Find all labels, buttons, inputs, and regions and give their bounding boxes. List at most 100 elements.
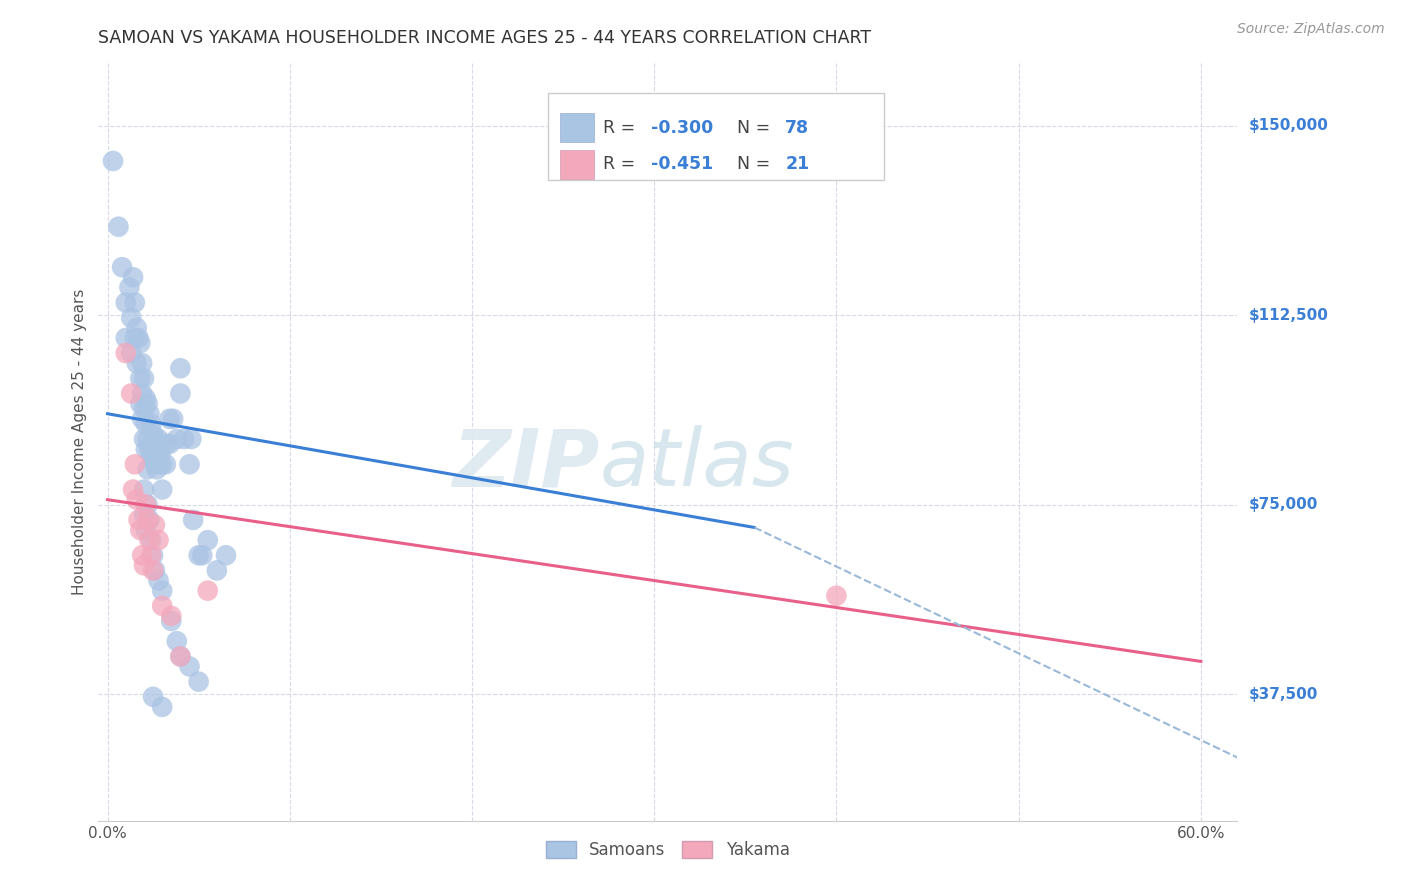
Text: -0.451: -0.451 <box>651 155 713 173</box>
Point <box>148 432 170 446</box>
Point <box>138 513 160 527</box>
Point <box>132 483 155 497</box>
Point <box>166 432 188 446</box>
Point <box>135 523 157 537</box>
Text: $75,000: $75,000 <box>1249 497 1317 512</box>
Point <box>148 457 170 471</box>
Point <box>173 432 195 446</box>
Point <box>187 548 209 563</box>
Point <box>132 432 155 446</box>
Point <box>114 346 136 360</box>
Point <box>160 614 183 628</box>
Point <box>131 548 153 563</box>
Point <box>124 457 146 471</box>
Text: 21: 21 <box>785 155 810 173</box>
Point <box>132 558 155 573</box>
Point <box>825 589 848 603</box>
Point <box>129 396 152 410</box>
Text: N =: N = <box>737 155 776 173</box>
Point <box>150 599 173 613</box>
Point <box>122 270 145 285</box>
Point <box>111 260 134 275</box>
Point <box>136 432 159 446</box>
Point <box>131 386 153 401</box>
Point <box>132 401 155 416</box>
Point <box>142 452 165 467</box>
Point <box>148 533 170 547</box>
Text: ZIP: ZIP <box>453 425 599 503</box>
Point <box>143 564 166 578</box>
Point <box>179 659 201 673</box>
Point <box>205 564 228 578</box>
Point <box>215 548 238 563</box>
Point <box>180 432 202 446</box>
Point <box>128 513 150 527</box>
Point <box>135 417 157 431</box>
Point <box>169 649 191 664</box>
Point <box>101 153 124 168</box>
Point <box>122 483 145 497</box>
Text: Source: ZipAtlas.com: Source: ZipAtlas.com <box>1237 22 1385 37</box>
Point <box>142 690 165 704</box>
Text: $37,500: $37,500 <box>1249 687 1317 702</box>
Point <box>138 533 160 547</box>
Point <box>120 310 142 325</box>
FancyBboxPatch shape <box>560 150 593 178</box>
Point <box>145 462 167 476</box>
Point <box>136 396 159 410</box>
Point <box>107 219 129 234</box>
Point <box>145 442 167 457</box>
Point <box>191 548 214 563</box>
Point <box>143 517 166 532</box>
Point <box>141 417 163 431</box>
Point <box>159 412 181 426</box>
Point <box>120 386 142 401</box>
Point <box>136 498 159 512</box>
Point <box>129 335 152 350</box>
Point <box>118 280 141 294</box>
Point <box>128 331 150 345</box>
Point <box>197 533 219 547</box>
Point <box>125 492 148 507</box>
Point <box>124 295 146 310</box>
Point <box>150 583 173 598</box>
Point <box>181 513 204 527</box>
Point <box>155 437 177 451</box>
Point <box>159 437 181 451</box>
Point <box>141 533 163 547</box>
Text: atlas: atlas <box>599 425 794 503</box>
Point <box>150 483 173 497</box>
Point <box>169 361 191 376</box>
Point <box>169 386 191 401</box>
Text: -0.300: -0.300 <box>651 119 713 136</box>
Point <box>149 447 172 461</box>
Text: $112,500: $112,500 <box>1249 308 1329 323</box>
Point <box>160 608 183 623</box>
Point <box>187 674 209 689</box>
Point <box>132 508 155 522</box>
Point <box>150 457 173 471</box>
Point <box>136 513 159 527</box>
Point <box>135 392 157 406</box>
Point <box>141 447 163 461</box>
Text: N =: N = <box>737 119 776 136</box>
Point <box>166 634 188 648</box>
Point <box>142 426 165 441</box>
Point <box>179 457 201 471</box>
Point <box>155 457 177 471</box>
Point <box>120 346 142 360</box>
Point <box>114 295 136 310</box>
Point <box>125 356 148 370</box>
Point <box>138 407 160 421</box>
Point <box>135 498 157 512</box>
Point <box>148 574 170 588</box>
Point <box>197 583 219 598</box>
Text: $150,000: $150,000 <box>1249 118 1329 133</box>
Point <box>125 320 148 334</box>
FancyBboxPatch shape <box>548 93 884 180</box>
Point <box>143 457 166 471</box>
Point <box>124 331 146 345</box>
Point <box>143 432 166 446</box>
Point <box>142 564 165 578</box>
Text: R =: R = <box>603 155 641 173</box>
